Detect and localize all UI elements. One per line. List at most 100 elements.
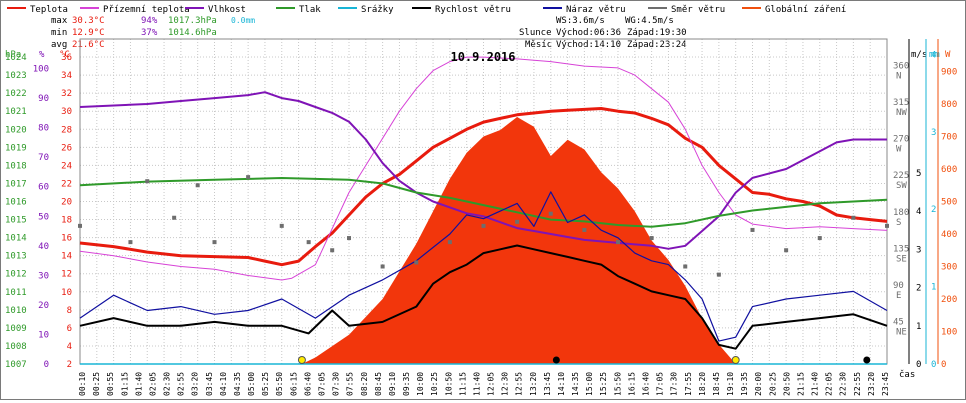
axis-unit-degc: °C	[59, 50, 70, 60]
axis-tick-time: 17:55	[684, 372, 693, 396]
wind-direction-point	[306, 240, 311, 245]
wind-direction-point	[649, 236, 654, 241]
wind-direction-point	[817, 236, 822, 241]
axis-tick-time: 02:05	[148, 372, 157, 396]
axis-tick-time: 22:30	[839, 372, 848, 396]
axis-tick-time: 07:55	[346, 372, 355, 396]
wind-direction-point	[172, 215, 177, 220]
legend-label: Rychlost větru	[435, 5, 511, 15]
axis-tick-solar: 400	[941, 230, 957, 240]
axis-tick-time: 12:55	[515, 372, 524, 396]
wind-direction-point	[515, 219, 520, 224]
axis-tick-temperature: 36	[61, 53, 72, 63]
axis-tick-solar: 500	[941, 198, 957, 208]
axis-tick-temperature: 18	[61, 216, 72, 226]
axis-tick-time: 16:40	[642, 372, 651, 396]
axis-tick-time: 08:45	[374, 372, 383, 396]
marker-sunrise	[297, 356, 306, 364]
axis-tick-time: 03:20	[191, 372, 200, 396]
wind-direction-point	[414, 260, 419, 265]
stat-temp: 21.6°C	[72, 40, 105, 50]
axis-tick-temperature: 8	[67, 306, 72, 316]
axis-tick-pressure: 1019	[5, 143, 27, 153]
axis-tick-time: 22:55	[853, 372, 862, 396]
axis-tick-temperature: 12	[61, 270, 72, 280]
axis-tick-humidity: 80	[38, 124, 49, 134]
legend-label: Směr větru	[671, 5, 725, 15]
axis-tick-temperature: 6	[67, 324, 72, 334]
axis-tick-time: 00:10	[78, 372, 87, 396]
axis-tick-time: 13:45	[543, 372, 552, 396]
axis-tick-time: 02:55	[177, 372, 186, 396]
axis-tick-direction-name: N	[896, 72, 901, 82]
axis-tick-time: 21:40	[811, 372, 820, 396]
info-moonset: Západ:23:24	[627, 40, 687, 50]
stat-pressure: 1014.6hPa	[168, 28, 217, 38]
wind-direction-point	[279, 223, 284, 228]
legend: Teplota Přízemní teplota Vlhkost Tlak Srážky…	[7, 5, 846, 15]
axis-tick-humidity: 50	[38, 212, 49, 222]
info-sun-label: Slunce	[519, 28, 552, 38]
axis-tick-direction: 90	[893, 281, 904, 291]
axes: hPa% °C1007100810091010101110121013101410…	[5, 39, 957, 396]
axis-tick-pressure: 1012	[5, 270, 27, 280]
axis-tick-rain: 0	[931, 360, 936, 370]
axis-tick-time: 11:40	[473, 372, 482, 396]
axis-tick-direction-name: SW	[896, 181, 907, 191]
wind-direction-point	[784, 248, 789, 253]
info-moon-label: Měsíc	[525, 40, 552, 50]
axis-tick-humidity: 20	[38, 301, 49, 311]
axis-tick-solar: 0	[941, 360, 946, 370]
axis-tick-time: 00:55	[106, 372, 115, 396]
legend-label: Teplota	[30, 5, 68, 15]
axis-tick-time: 08:20	[360, 372, 369, 396]
axis-tick-temperature: 14	[61, 252, 72, 262]
wind-direction-point	[548, 211, 553, 216]
series-line-6	[79, 191, 888, 342]
wind-direction-point	[246, 175, 251, 180]
axis-tick-temperature: 28	[61, 125, 72, 135]
series-line-5	[79, 244, 888, 350]
axis-tick-temperature: 30	[61, 107, 72, 117]
axis-tick-time: 00:25	[92, 372, 101, 396]
axis-tick-time: 14:10	[557, 372, 566, 396]
series-lines	[79, 56, 888, 365]
axis-tick-direction-name: W	[896, 145, 902, 155]
wind-direction-point	[212, 240, 217, 245]
axis-tick-direction-name: E	[896, 291, 901, 301]
info-wind-gust: WG:4.5m/s	[625, 16, 674, 26]
axis-tick-time: 16:15	[627, 372, 636, 396]
axis-tick-pressure: 1017	[5, 179, 27, 189]
axis-tick-pressure: 1007	[5, 360, 27, 370]
wind-direction-point	[380, 264, 385, 269]
axis-tick-solar: 900	[941, 68, 957, 78]
info-sunrise: Východ:06:36	[556, 28, 621, 38]
wind-direction-point	[145, 179, 150, 184]
axis-tick-rain: 2	[931, 205, 936, 215]
wind-direction-point	[481, 223, 486, 228]
axis-tick-time: 22:05	[825, 372, 834, 396]
axis-tick-temperature: 16	[61, 234, 72, 244]
axis-tick-temperature: 24	[61, 161, 72, 171]
axis-tick-direction: 45	[893, 317, 904, 327]
axis-tick-time: 18:20	[698, 372, 707, 396]
axis-tick-time: 07:30	[332, 372, 341, 396]
axis-tick-humidity: 60	[38, 183, 49, 193]
axis-tick-temperature: 32	[61, 89, 72, 99]
series-line-2	[79, 91, 887, 250]
wind-direction-point	[750, 227, 755, 232]
stat-label: min	[51, 28, 67, 38]
axis-tick-pressure: 1014	[5, 234, 27, 244]
axis-tick-solar: 600	[941, 165, 957, 175]
axis-tick-direction-name: NE	[896, 327, 907, 337]
axis-tick-time: 04:35	[233, 372, 242, 396]
stat-rain: 0.0mm	[231, 16, 255, 25]
marker-sunset	[731, 356, 740, 364]
axis-tick-direction: 315	[893, 98, 909, 108]
axis-tick-time: 05:50	[275, 372, 284, 396]
axis-unit-pct: %	[39, 50, 45, 60]
axis-unit-w: W	[945, 50, 951, 60]
wind-direction-points	[78, 175, 889, 277]
axis-tick-time: 01:40	[134, 372, 143, 396]
